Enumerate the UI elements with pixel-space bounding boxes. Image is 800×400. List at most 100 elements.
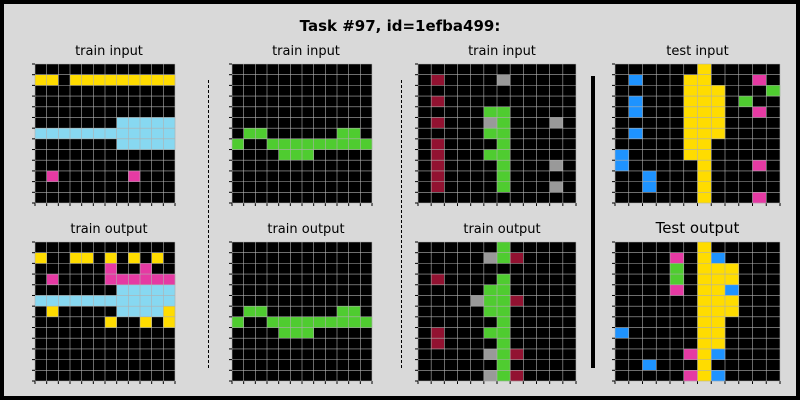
grid-cell — [711, 106, 726, 118]
grid-cell — [697, 338, 712, 350]
grid-cell — [93, 295, 106, 307]
grid-cell — [431, 327, 445, 339]
grid-cell — [128, 274, 141, 285]
grid-cell — [510, 370, 524, 382]
panel-label-test-input: test input — [666, 44, 729, 59]
grid-cell — [35, 295, 47, 307]
grid-cell — [128, 295, 141, 307]
grid-cell — [697, 306, 712, 318]
grid-cell — [483, 117, 498, 129]
grid-cell — [116, 306, 129, 318]
grid-cell — [116, 274, 129, 285]
grid-cell — [35, 252, 47, 264]
grid-cell — [302, 327, 314, 339]
grid-cell — [151, 284, 164, 296]
grid-cell — [483, 295, 498, 307]
grid-cell — [549, 160, 564, 172]
grid-cell — [93, 128, 106, 140]
grid-cell — [497, 316, 511, 328]
grid-cell — [140, 263, 152, 275]
grid-cell — [116, 74, 129, 86]
grid-cell — [278, 138, 291, 150]
grid-cell — [615, 327, 629, 339]
grid-cell — [243, 128, 256, 140]
grid-cell — [151, 128, 164, 140]
grid-cell — [697, 74, 712, 86]
grid-cell — [431, 181, 445, 193]
grid-cell — [697, 327, 712, 339]
grid-cell — [670, 284, 684, 296]
grid-cell — [128, 252, 141, 264]
grid-cell — [348, 138, 361, 150]
grid-cell — [683, 74, 698, 86]
grid-cell — [697, 160, 712, 172]
panel-label-train-input-3: train input — [468, 44, 536, 59]
grid-cell — [302, 149, 314, 161]
grid-cell — [325, 316, 338, 328]
grid-cell — [431, 117, 445, 129]
grid-cell — [290, 316, 303, 328]
grid-cell — [267, 138, 279, 150]
grid-cell — [483, 149, 498, 161]
grid-cell — [711, 327, 726, 339]
grid-cell — [128, 306, 141, 318]
grid-cell — [290, 138, 303, 150]
grid-cell — [697, 138, 712, 150]
grid-cell — [46, 170, 59, 182]
grid-cell — [46, 128, 59, 140]
grid-cell — [128, 170, 141, 182]
grid-train-output-2 — [229, 241, 373, 384]
grid-cell — [683, 117, 698, 129]
grid-cell — [128, 74, 141, 86]
grid-cell — [431, 274, 445, 285]
grid-cell — [105, 263, 117, 275]
grid-cell — [255, 128, 268, 140]
grid-cell — [151, 306, 164, 318]
grid-cell — [46, 74, 59, 86]
grid-cell — [697, 85, 712, 97]
grid-cell — [360, 316, 373, 328]
grid-cell — [140, 128, 152, 140]
grid-cell — [497, 242, 511, 253]
grid-cell — [431, 74, 445, 86]
grid-cell — [483, 128, 498, 140]
grid-cell — [683, 348, 698, 360]
grid-cell — [140, 117, 152, 129]
grid-cell — [116, 117, 129, 129]
grid-cell — [116, 138, 129, 150]
panel-label-train-input-1: train input — [75, 44, 143, 59]
grid-cell — [128, 138, 141, 150]
grid-cell — [697, 106, 712, 118]
grid-cell — [549, 117, 564, 129]
grid-cell — [683, 96, 698, 107]
grid-cell — [140, 138, 152, 150]
grid-cell — [46, 306, 59, 318]
grid-cell — [163, 306, 176, 318]
grid-cell — [105, 128, 117, 140]
grid-cell — [628, 106, 643, 118]
grid-cell — [697, 117, 712, 129]
grid-cell — [70, 252, 82, 264]
grid-cell — [725, 274, 739, 285]
grid-cell — [497, 117, 511, 129]
panel-label-train-output-1: train output — [70, 222, 148, 237]
grid-cell — [163, 295, 176, 307]
grid-cell — [497, 284, 511, 296]
grid-cell — [752, 74, 767, 86]
grid-cell — [81, 252, 94, 264]
grid-cell — [497, 149, 511, 161]
grid-cell — [313, 316, 326, 328]
grid-cell — [116, 295, 129, 307]
grid-cell — [313, 138, 326, 150]
grid-cell — [497, 295, 511, 307]
grid-train-input-2 — [229, 63, 373, 206]
grid-cell — [670, 252, 684, 264]
grid-cell — [431, 160, 445, 172]
grid-cell — [483, 370, 498, 382]
grid-cell — [151, 138, 164, 150]
grid-cell — [497, 106, 511, 118]
grid-train-output-3 — [415, 241, 577, 384]
grid-cell — [348, 316, 361, 328]
pair-separator-1 — [208, 80, 209, 368]
